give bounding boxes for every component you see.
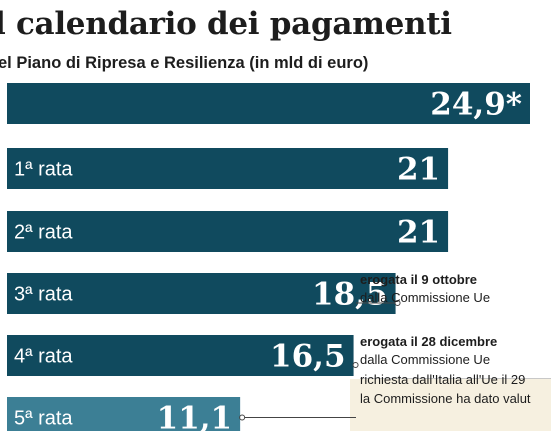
bar-category-label: 5ª rata: [14, 408, 73, 430]
bar-5: [7, 397, 241, 431]
bar-2: [7, 211, 449, 252]
annotation-title: erogata il 9 ottobre: [360, 272, 477, 287]
annotation-text: dalla Commissione Ue: [360, 290, 490, 305]
bar-value-label: 16,5: [270, 339, 346, 375]
bar-value-label: 21: [397, 215, 440, 251]
annotation-dot: [394, 300, 401, 306]
chart-title: l calendario dei pagamenti: [0, 6, 452, 42]
note-divider: [360, 378, 551, 379]
annotation-dot: [239, 414, 246, 421]
request-note-background: [350, 379, 551, 431]
bar-category-label: 4ª rata: [14, 346, 73, 368]
bar-value-label: 11,1: [157, 401, 233, 431]
annotation-dot: [352, 362, 359, 368]
bar-value-label: 21: [397, 152, 440, 188]
chart-subtitle: el Piano di Ripresa e Resilienza (in mld…: [0, 54, 369, 72]
bar-4: [7, 335, 354, 376]
annotation-text: richiesta dall'Italia all'Ue il 29: [360, 372, 525, 387]
bar-value-label: 18,5: [312, 277, 388, 313]
bar-1: [7, 148, 449, 189]
annotation-title: erogata il 28 dicembre: [360, 334, 497, 349]
bar-3: [7, 273, 396, 314]
bar-category-label: 2ª rata: [14, 222, 73, 244]
bar-category-label: 3ª rata: [14, 284, 73, 306]
bar-0: [7, 83, 530, 124]
annotation-text-line2: la Commissione ha dato valut: [360, 391, 531, 406]
annotation-text: dalla Commissione Ue: [360, 352, 490, 367]
bar-value-label: 24,9*: [430, 87, 522, 123]
bar-category-label: 1ª rata: [14, 159, 73, 181]
